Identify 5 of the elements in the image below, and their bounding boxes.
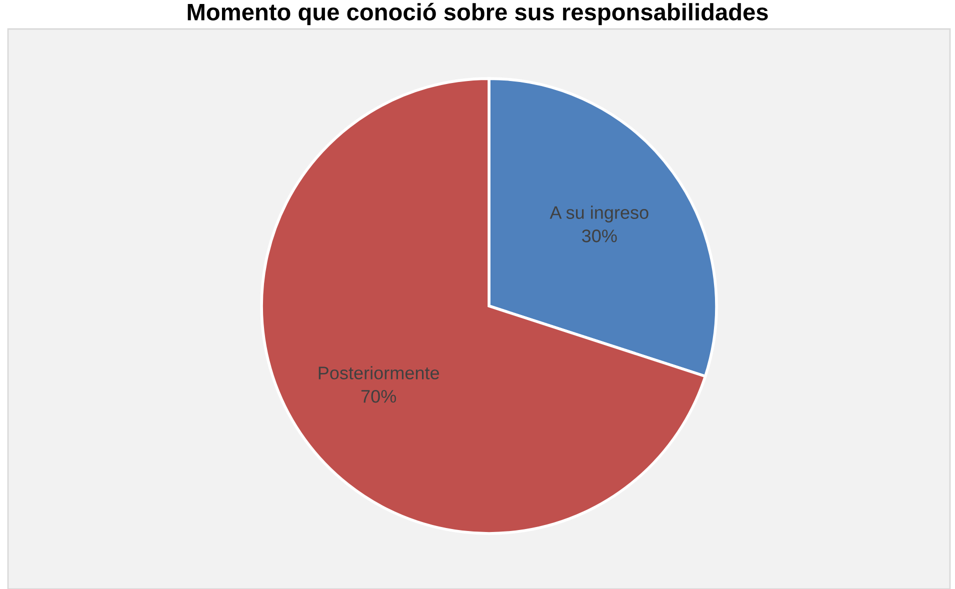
data-label: 30% [582, 230, 617, 242]
data-label: 70% [361, 390, 396, 403]
slice-label: A su ingreso [550, 206, 648, 223]
chart-title: Momento que conoció sobre sus responsabilidades [188, 2, 768, 26]
slice-label: Posteriormente [318, 366, 440, 380]
